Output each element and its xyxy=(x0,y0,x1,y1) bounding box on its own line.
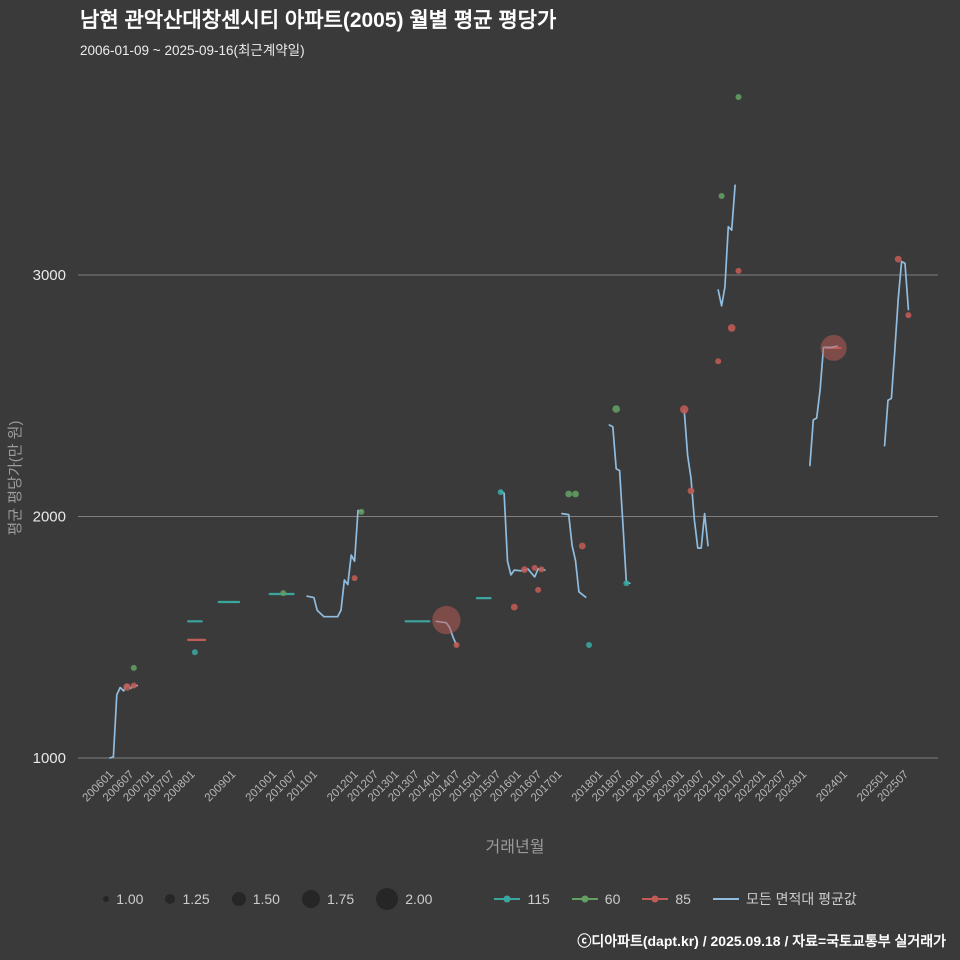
data-point xyxy=(572,490,579,498)
y-axis-title: 평균 평당가(만 원) xyxy=(7,421,24,536)
size-dot xyxy=(103,896,110,902)
legend-item-모든 면적대 평균값[interactable]: 모든 면적대 평균값 xyxy=(712,889,857,909)
series-line-모든 면적대 평균값 xyxy=(608,424,631,585)
data-point xyxy=(130,664,137,671)
data-point xyxy=(510,603,518,611)
copyright-text: ⓒ디아파트(dapt.kr) / 2025.09.18 / 자료=국토교통부 실… xyxy=(577,933,946,949)
legend-label: 모든 면적대 평균값 xyxy=(745,891,857,907)
size-legend-item: 1.75 xyxy=(301,890,355,908)
data-point xyxy=(718,193,725,199)
size-legend-item: 1.25 xyxy=(165,891,210,907)
legend: 1.00 1.25 1.50 1.75 2.00 115 60 85 모든 면적대 평균값 xyxy=(0,888,960,910)
chart-canvas: 1000200030002006012006072007012007072008… xyxy=(7,94,938,856)
data-point xyxy=(123,683,131,691)
data-point xyxy=(535,586,542,593)
data-point xyxy=(894,255,902,263)
data-point xyxy=(432,605,461,635)
size-dot xyxy=(301,890,320,908)
data-point xyxy=(358,508,365,515)
size-dot xyxy=(165,894,176,904)
data-point xyxy=(687,487,695,495)
y-tick-label: 2000 xyxy=(33,509,66,526)
legend-item-60[interactable]: 60 xyxy=(571,891,621,907)
data-point xyxy=(820,334,847,361)
x-tick-label: 200901 xyxy=(203,769,239,805)
legend-marker-icon xyxy=(494,895,521,903)
size-legend-label: 2.00 xyxy=(405,891,433,907)
y-tick-label: 3000 xyxy=(33,267,66,284)
legend-marker-icon xyxy=(571,895,598,903)
data-point xyxy=(735,94,742,100)
data-point xyxy=(565,490,573,498)
data-point xyxy=(497,489,504,496)
size-legend-item: 2.00 xyxy=(376,888,432,910)
data-point xyxy=(586,642,592,648)
series-line-모든 면적대 평균값 xyxy=(306,509,363,618)
legend-label: 115 xyxy=(527,891,550,907)
data-point xyxy=(905,312,912,319)
series-line-모든 면적대 평균값 xyxy=(499,490,546,578)
y-tick-label: 1000 xyxy=(33,750,66,767)
size-legend-label: 1.25 xyxy=(182,891,210,907)
series-line-모든 면적대 평균값 xyxy=(683,409,709,549)
size-legend-label: 1.00 xyxy=(116,891,144,907)
data-point xyxy=(735,267,742,274)
series-line-모든 면적대 평균값 xyxy=(717,184,736,307)
legend-marker-icon xyxy=(642,895,669,903)
legend-item-85[interactable]: 85 xyxy=(642,891,691,907)
series-line-모든 면적대 평균값 xyxy=(109,683,139,759)
legend-label: 85 xyxy=(675,891,691,907)
data-point xyxy=(351,575,358,582)
x-tick-label: 202401 xyxy=(814,769,850,805)
size-legend-label: 1.75 xyxy=(326,891,355,907)
legend-item-115[interactable]: 115 xyxy=(494,891,550,907)
data-point xyxy=(130,682,137,689)
legend-marker-icon xyxy=(712,898,739,900)
size-dot xyxy=(376,888,399,910)
data-point xyxy=(453,642,460,648)
series-line-모든 면적대 평균값 xyxy=(883,260,910,447)
data-point xyxy=(612,405,620,413)
series-line-모든 면적대 평균값 xyxy=(809,345,838,467)
data-point xyxy=(578,542,586,550)
size-legend-item: 1.50 xyxy=(231,891,280,907)
data-point xyxy=(623,580,630,587)
x-axis-title: 거래년월 xyxy=(486,838,545,856)
chart-header: 남현 관악산대창센시티 아파트(2005) 월별 평균 평당가 2006-01-… xyxy=(80,8,556,59)
data-point xyxy=(521,566,528,573)
chart-subtitle: 2006-01-09 ~ 2025-09-16(최근계약일) xyxy=(80,43,305,59)
size-dot xyxy=(231,892,246,906)
size-legend-label: 1.50 xyxy=(252,891,280,907)
series-line-모든 면적대 평균값 xyxy=(561,512,587,599)
data-point xyxy=(715,358,722,365)
data-point xyxy=(680,405,689,414)
legend-label: 60 xyxy=(604,891,621,907)
size-legend-item: 1.00 xyxy=(103,891,143,907)
size-legend: 1.00 1.25 1.50 1.75 2.00 xyxy=(103,888,432,910)
data-point xyxy=(727,324,736,332)
page-title: 남현 관악산대창센시티 아파트(2005) 월별 평균 평당가 xyxy=(80,9,557,32)
series-legend: 115 60 85 모든 면적대 평균값 xyxy=(494,889,857,909)
data-point xyxy=(538,566,545,573)
data-point xyxy=(191,649,198,656)
data-point xyxy=(531,564,538,571)
data-point xyxy=(280,590,287,597)
